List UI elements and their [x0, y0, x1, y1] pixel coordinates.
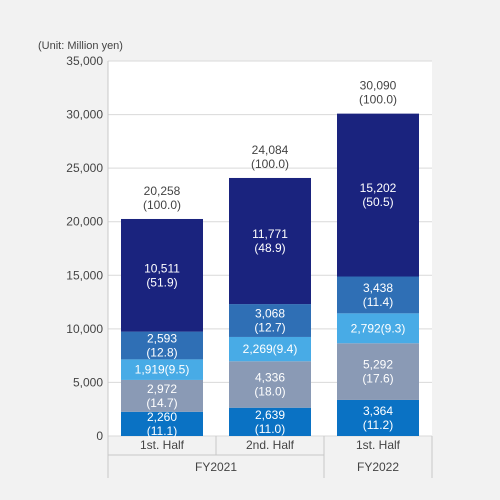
data-label: 2,260 [147, 410, 177, 424]
data-label: 3,364 [363, 404, 393, 418]
data-label: 2,269(9.4) [243, 342, 298, 356]
y-tick-label: 35,000 [66, 54, 103, 68]
data-label: (50.5) [362, 195, 393, 209]
data-label: 2,972 [147, 382, 177, 396]
data-label: 2,593 [147, 331, 177, 345]
data-label: (14.7) [146, 396, 177, 410]
y-tick-label: 0 [96, 429, 103, 443]
total-label: 24,084 [252, 143, 289, 157]
total-percent-label: (100.0) [359, 93, 397, 107]
bar-segment [121, 359, 203, 380]
data-label: (48.9) [254, 241, 285, 255]
group-label: FY2022 [357, 460, 399, 474]
group-label: FY2021 [195, 460, 237, 474]
data-label: (12.7) [254, 321, 285, 335]
y-tick-label: 20,000 [66, 215, 103, 229]
y-tick-label: 15,000 [66, 268, 103, 282]
data-label: (11.2) [363, 418, 393, 432]
y-tick-label: 5,000 [73, 375, 103, 389]
bar-segment [337, 276, 419, 314]
total-label: 30,090 [360, 79, 397, 93]
x-tick-label: 2nd. Half [246, 438, 295, 452]
data-label: 10,511 [144, 261, 180, 275]
bar-segment [229, 361, 311, 408]
unit-label: (Unit: Million yen) [38, 40, 123, 52]
bar-segment [229, 304, 311, 337]
total-percent-label: (100.0) [143, 198, 181, 212]
data-label: 15,202 [360, 181, 397, 195]
bar-segment [337, 343, 419, 400]
data-label: (11.1) [147, 424, 177, 438]
data-label: 2,792(9.3) [351, 321, 406, 335]
data-label: 4,336 [255, 370, 285, 384]
data-label: (11.0) [255, 422, 285, 436]
bar-segment [337, 399, 419, 436]
bar-segment [229, 407, 311, 436]
total-percent-label: (100.0) [251, 157, 289, 171]
data-label: 3,068 [255, 307, 285, 321]
bar-segment [121, 331, 203, 360]
data-label: 3,438 [363, 281, 393, 295]
data-label: 5,292 [363, 358, 393, 372]
y-tick-label: 30,000 [66, 108, 103, 122]
bar-segment [121, 379, 203, 412]
bar-segment [121, 218, 203, 332]
bar-segment [121, 411, 203, 436]
data-label: (12.8) [146, 345, 177, 359]
data-label: (18.0) [254, 384, 285, 398]
y-tick-label: 25,000 [66, 161, 103, 175]
data-label: 1,919(9.5) [135, 363, 190, 377]
bar-segment [229, 177, 311, 305]
x-tick-label: 1st. Half [140, 438, 185, 452]
total-label: 20,258 [144, 184, 181, 198]
bar-segment [337, 313, 419, 344]
bar-segment [229, 336, 311, 362]
data-label: (17.6) [362, 372, 393, 386]
x-tick-label: 1st. Half [356, 438, 401, 452]
data-label: (11.4) [363, 295, 393, 309]
data-label: (51.9) [146, 275, 177, 289]
bar-segment [337, 113, 419, 277]
y-tick-label: 10,000 [66, 322, 103, 336]
data-label: 2,639 [255, 408, 285, 422]
data-label: 11,771 [252, 227, 288, 241]
